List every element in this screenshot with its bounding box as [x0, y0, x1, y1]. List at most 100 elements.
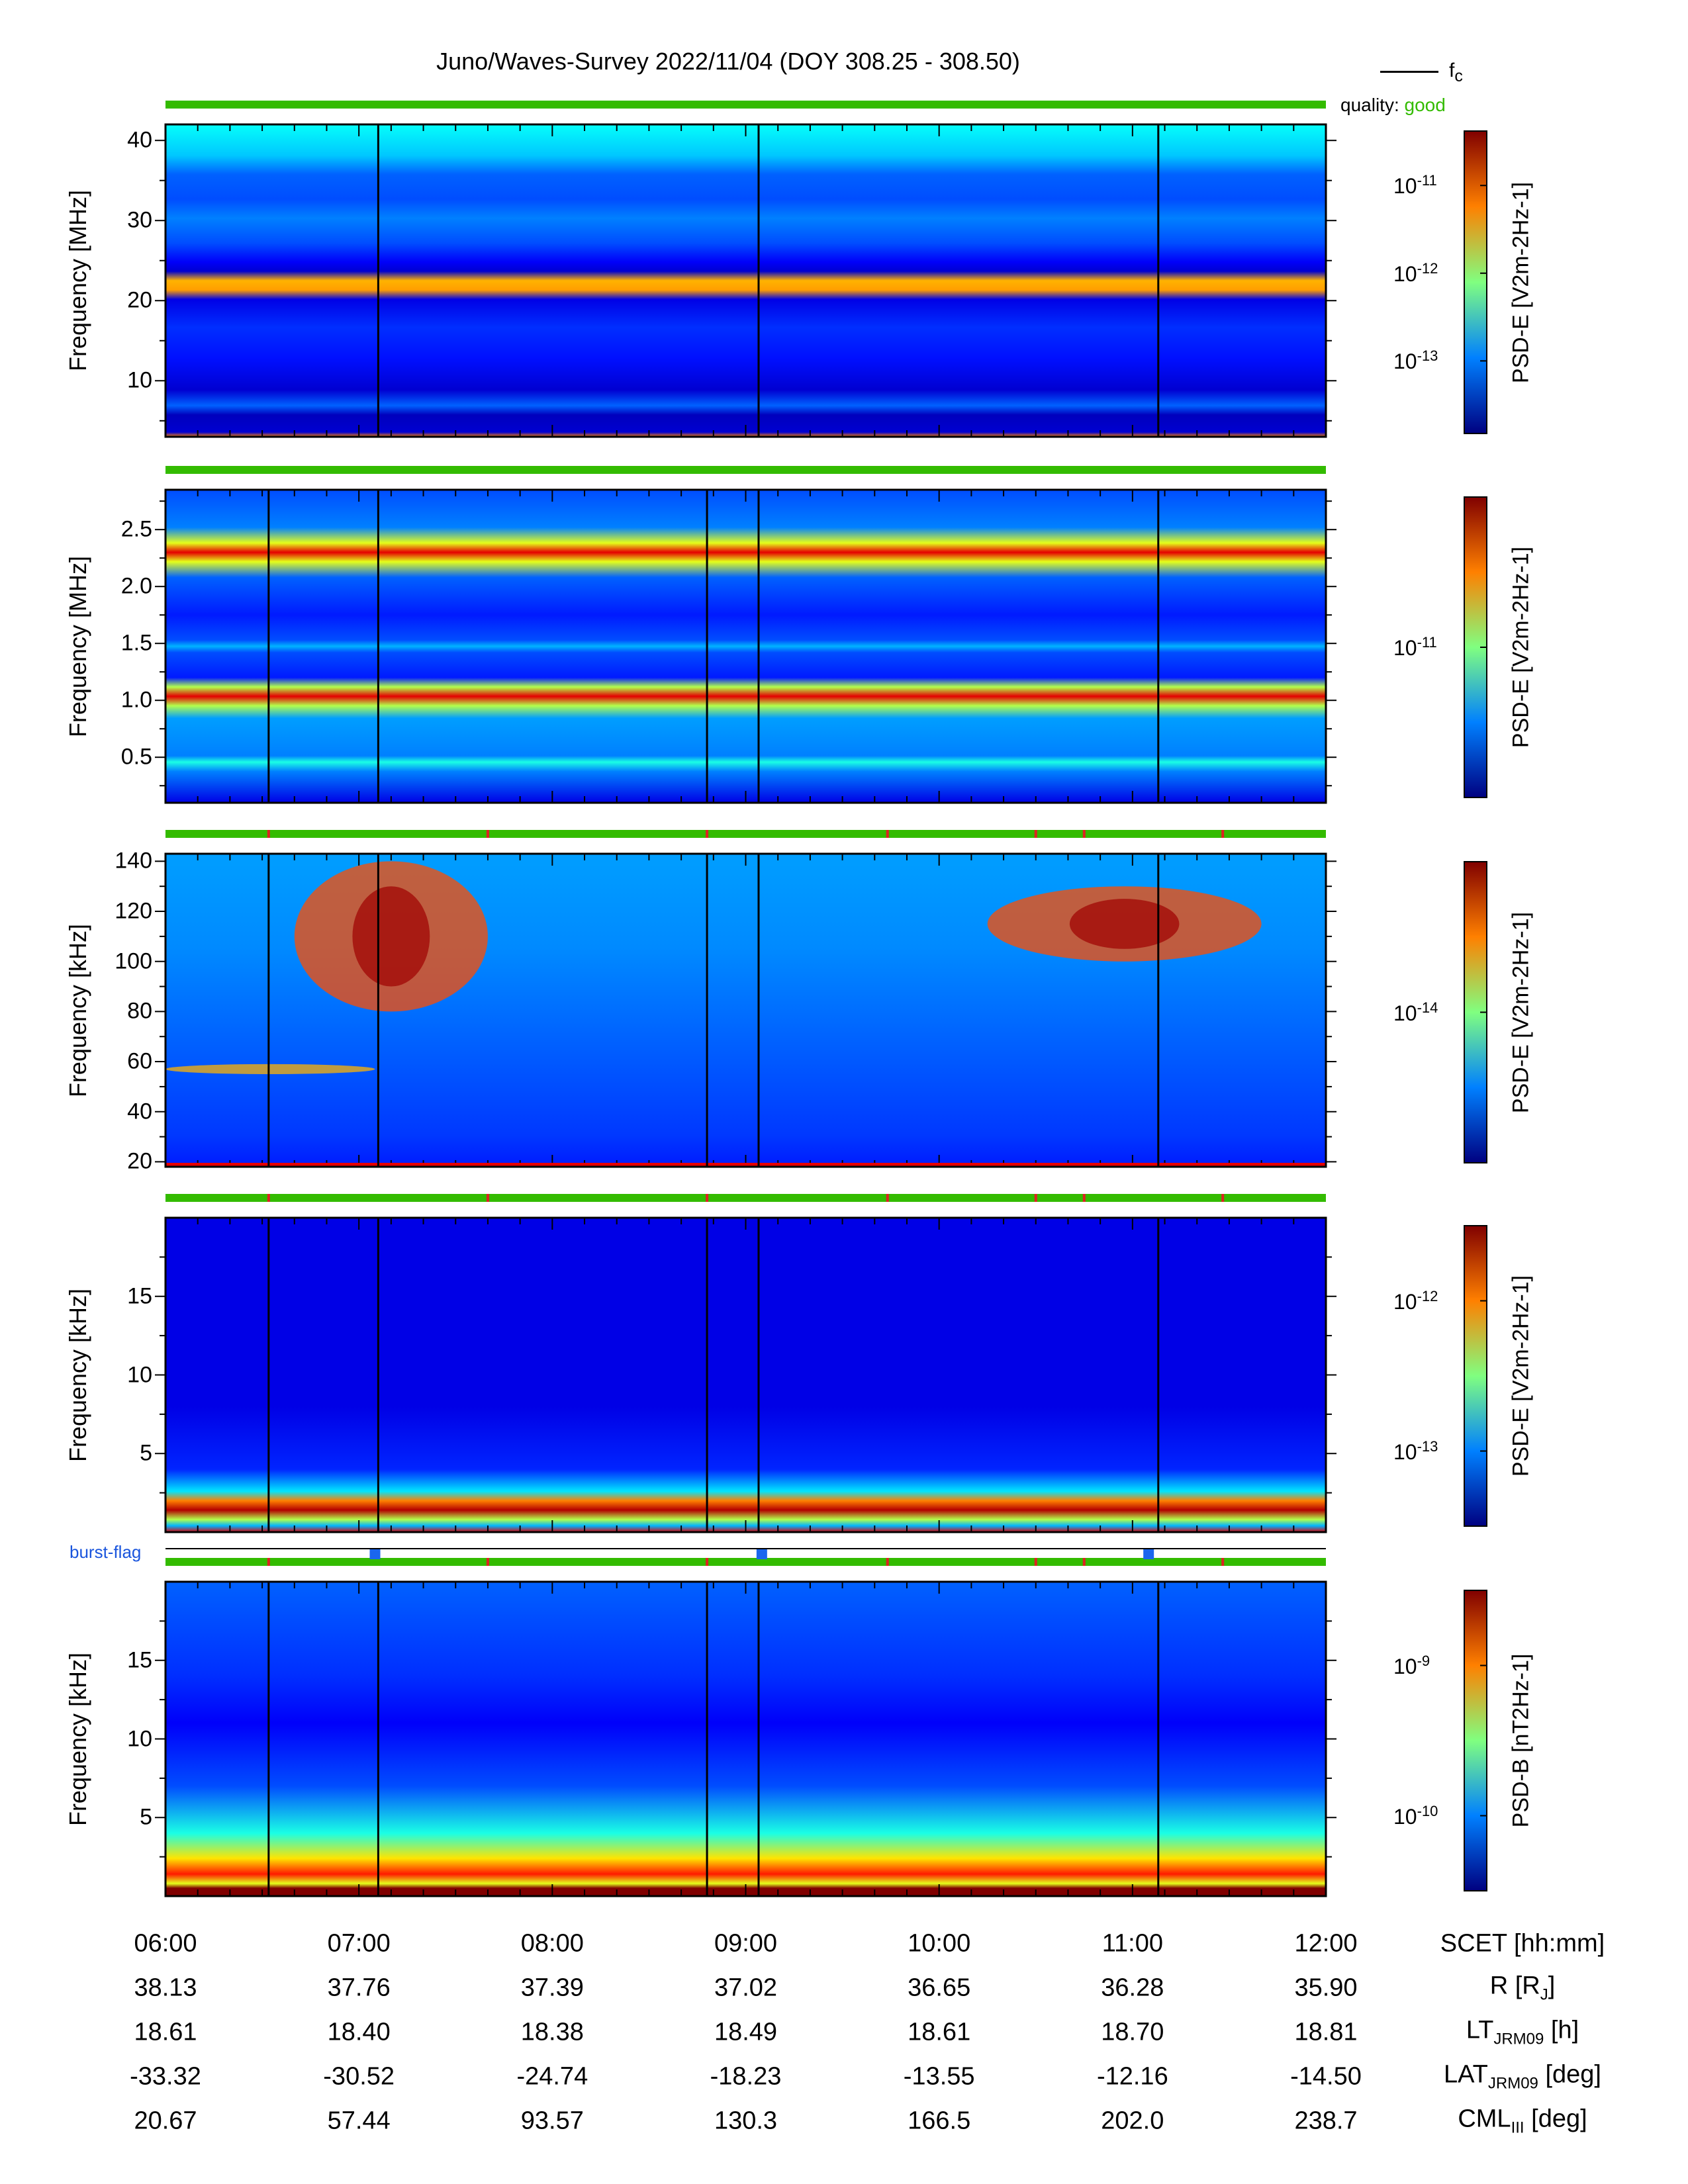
ytick-label: 15 [127, 1647, 152, 1673]
figure-title: Juno/Waves-Survey 2022/11/04 (DOY 308.25… [436, 48, 1020, 75]
panel-1 [155, 101, 1487, 438]
fc-legend: fc [1380, 60, 1463, 86]
y-axis-label: Frequency [kHz] [64, 1288, 91, 1462]
ytick-label: 10 [127, 1362, 152, 1387]
quality-gap-5-4 [1034, 1558, 1037, 1566]
ephemeris-value: 11:00 [1102, 1929, 1163, 1958]
ephemeris-value: 09:00 [714, 1929, 778, 1958]
quality-gap-4-5 [1082, 1194, 1086, 1202]
ephemeris-value: -18.23 [710, 2062, 782, 2091]
quality-gap-5-3 [886, 1558, 889, 1566]
ephemeris-row-label: SCET [hh:mm] [1440, 1929, 1605, 1958]
panel-frame-4 [164, 1216, 1327, 1533]
panel-4 [155, 1194, 1487, 1533]
colorbar-tick-label: 10-11 [1393, 634, 1437, 660]
quality-gap-5-2 [706, 1558, 709, 1566]
y-axis-label: Frequency [kHz] [64, 1652, 91, 1826]
ephemeris-value: 20.67 [134, 2107, 197, 2135]
panel-frame-2 [164, 488, 1327, 804]
ephemeris-value: 202.0 [1101, 2107, 1164, 2135]
ephemeris-value: 38.13 [134, 1974, 197, 2002]
colorbar-tick-label: 10-14 [1393, 999, 1438, 1025]
quality-bar-4 [165, 1194, 1326, 1202]
colorbar-5 [1464, 1590, 1487, 1891]
quality-bar-3 [165, 830, 1326, 838]
colorbar-tick-label: 10-12 [1393, 1287, 1438, 1314]
ephemeris-value: 37.39 [520, 1974, 584, 2002]
colorbar-tick-label: 10-12 [1393, 259, 1438, 286]
ytick-label: 20 [127, 1148, 152, 1174]
quality-gap-3-6 [1221, 830, 1225, 838]
spectrogram-2 [165, 490, 1326, 803]
spectrogram-1 [165, 124, 1326, 437]
ephemeris-value: 06:00 [134, 1929, 197, 1958]
panel-frame-5 [164, 1580, 1327, 1897]
ephemeris-value: 18.61 [134, 2018, 197, 2046]
ytick-label: 0.5 [120, 744, 152, 770]
ytick-label: 1.5 [120, 630, 152, 656]
colorbar-label: PSD-E [V2m-2Hz-1] [1508, 181, 1534, 383]
ytick-label: 60 [127, 1048, 152, 1074]
ytick-label: 140 [115, 848, 152, 874]
burst-flag-label: burst-flag [70, 1542, 142, 1562]
quality-gap-5-0 [267, 1558, 270, 1566]
ephemeris-value: 07:00 [327, 1929, 391, 1958]
quality-bar-2 [165, 466, 1326, 474]
colorbar-label: PSD-E [V2m-2Hz-1] [1508, 911, 1534, 1113]
ephemeris-row-label: R [RJ] [1489, 1972, 1556, 2004]
quality-gap-4-6 [1221, 1194, 1225, 1202]
spectrogram-4 [165, 1218, 1326, 1532]
colorbar-tick-label: 10-9 [1393, 1652, 1430, 1678]
colorbar-tick-label: 10-13 [1393, 347, 1438, 374]
ytick-label: 1.0 [120, 687, 152, 713]
panel-5 [155, 1558, 1487, 1897]
ephemeris-value: 18.49 [714, 2018, 778, 2046]
panel-2 [155, 466, 1487, 804]
colorbar-label: PSD-E [V2m-2Hz-1] [1508, 1275, 1534, 1477]
ephemeris-row-label: LTJRM09 [h] [1466, 2016, 1579, 2048]
ytick-label: 5 [140, 1440, 152, 1466]
ephemeris-value: -14.50 [1290, 2062, 1362, 2091]
ephemeris-value: 18.81 [1294, 2018, 1358, 2046]
fc-legend-label: f [1449, 60, 1455, 81]
burst-flag-marker-0 [369, 1549, 381, 1559]
ephemeris-value: -33.32 [130, 2062, 201, 2091]
y-axis-label: Frequency [MHz] [64, 555, 91, 737]
quality-label: quality: [1340, 95, 1399, 115]
panel-frame-1 [164, 123, 1327, 438]
quality-gap-3-5 [1082, 830, 1086, 838]
quality-gap-3-1 [486, 830, 489, 838]
ytick-label: 40 [127, 127, 152, 153]
ephemeris-value: 238.7 [1294, 2107, 1358, 2135]
ephemeris-value: 93.57 [520, 2107, 584, 2135]
quality-gap-4-2 [706, 1194, 709, 1202]
quality-gap-5-1 [486, 1558, 489, 1566]
ytick-label: 2.5 [120, 516, 152, 542]
quality-gap-3-4 [1034, 830, 1037, 838]
colorbar-4 [1464, 1225, 1487, 1527]
quality-gap-4-4 [1034, 1194, 1037, 1202]
ytick-label: 10 [127, 367, 152, 393]
emission-core-1 [1069, 899, 1180, 949]
ytick-label: 30 [127, 207, 152, 233]
quality-gap-3-3 [886, 830, 889, 838]
spectrogram-5 [165, 1582, 1326, 1896]
colorbar-tick-label: 10-11 [1393, 172, 1437, 199]
panel-frame-3 [164, 852, 1327, 1168]
quality-legend: quality: good [1340, 95, 1446, 116]
ytick-label: 15 [127, 1283, 152, 1309]
burst-flag-marker-2 [1143, 1549, 1154, 1559]
quality-bar-1 [165, 101, 1326, 109]
ephemeris-value: 08:00 [520, 1929, 584, 1958]
quality-gap-5-5 [1082, 1558, 1086, 1566]
ephemeris-row-label: LATJRM09 [deg] [1444, 2060, 1601, 2093]
ephemeris-value: 18.61 [908, 2018, 971, 2046]
ephemeris-value: 57.44 [327, 2107, 391, 2135]
quality-gap-5-6 [1221, 1558, 1225, 1566]
colorbar-tick-label: 10-13 [1393, 1437, 1438, 1464]
ytick-label: 40 [127, 1099, 152, 1124]
ephemeris-value: 10:00 [908, 1929, 971, 1958]
ytick-label: 10 [127, 1726, 152, 1751]
ytick-label: 120 [115, 898, 152, 924]
